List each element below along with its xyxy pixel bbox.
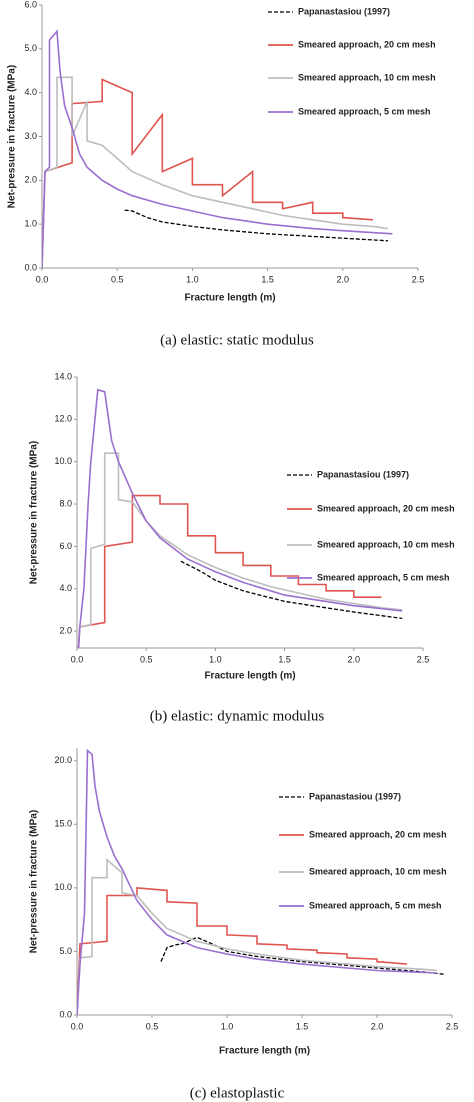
x-tick-label: 1.0 xyxy=(186,274,199,284)
x-tick-label: 0.0 xyxy=(36,274,49,284)
x-axis-title: Fracture length (m) xyxy=(184,293,275,304)
legend-label: Papanastasiou (1997) xyxy=(317,469,409,479)
legend-label: Papanastasiou (1997) xyxy=(309,791,401,801)
x-tick-label: 0.5 xyxy=(146,1021,159,1031)
x-tick-label: 1.0 xyxy=(221,1021,234,1031)
y-tick-label: 1.0 xyxy=(24,219,37,229)
x-tick-label: 2.5 xyxy=(412,274,425,284)
y-axis-title: Net-pressure in fracture (MPa) xyxy=(7,65,18,208)
y-tick-label: 5.0 xyxy=(24,43,37,53)
y-tick-label: 15.0 xyxy=(54,819,72,829)
y-tick-label: 10.0 xyxy=(54,882,72,892)
series-line xyxy=(77,452,403,648)
series-line xyxy=(77,858,438,1015)
legend-label: Smeared approach, 10 cm mesh xyxy=(317,539,455,549)
y-tick-label: 20.0 xyxy=(54,755,72,765)
series-line xyxy=(42,78,373,268)
y-tick-label: 4.0 xyxy=(24,87,37,97)
chart: 2.0 4.0 6.0 8.0 10.0 12.0 14.0 0.0 0.5 1.0 1.5 2.0 2… xyxy=(29,371,455,724)
y-tick-label: 5.0 xyxy=(59,946,72,956)
y-axis-title: Net-pressure in fracture (MPa) xyxy=(29,810,40,953)
series-line xyxy=(42,76,389,268)
series-line xyxy=(124,209,388,242)
caption: (a) elastic: static modulus xyxy=(160,332,314,348)
x-tick-label: 0.5 xyxy=(140,654,153,664)
series-line xyxy=(77,748,438,1015)
chart: 0.0 1.0 2.0 3.0 4.0 5.0 6.0 0.0 0.5 1.0 1.5 2.0 2.5 F… xyxy=(7,0,436,348)
y-tick-label: 2.0 xyxy=(59,625,72,635)
y-tick-label: 6.0 xyxy=(24,0,37,9)
legend-label: Smeared approach, 5 cm mesh xyxy=(317,572,450,582)
y-tick-label: 14.0 xyxy=(54,371,72,381)
y-tick-label: 0.0 xyxy=(24,262,37,272)
series-line xyxy=(180,560,403,620)
y-axis-title: Net-pressure in fracture (MPa) xyxy=(29,441,40,584)
y-tick-label: 4.0 xyxy=(59,583,72,593)
x-tick-label: 2.0 xyxy=(371,1021,384,1031)
series-line xyxy=(42,29,393,268)
legend-label: Smeared approach, 20 cm mesh xyxy=(309,829,447,839)
x-tick-label: 2.0 xyxy=(337,274,350,284)
legend-label: Smeared approach, 5 cm mesh xyxy=(309,900,442,910)
y-tick-label: 2.0 xyxy=(24,175,37,185)
legend-label: Smeared approach, 5 cm mesh xyxy=(298,106,431,116)
y-tick-label: 8.0 xyxy=(59,498,72,508)
x-axis-title: Fracture length (m) xyxy=(204,671,295,682)
legend-label: Smeared approach, 20 cm mesh xyxy=(317,503,455,513)
x-tick-label: 1.5 xyxy=(296,1021,309,1031)
legend-label: Smeared approach, 10 cm mesh xyxy=(309,866,447,876)
y-tick-label: 10.0 xyxy=(54,456,72,466)
legend-label: Smeared approach, 10 cm mesh xyxy=(298,72,436,82)
x-tick-label: 0.5 xyxy=(111,274,124,284)
x-axis-title: Fracture length (m) xyxy=(219,1046,310,1057)
series-line xyxy=(77,388,403,648)
caption: (c) elastoplastic xyxy=(190,1085,285,1101)
y-tick-label: 12.0 xyxy=(54,414,72,424)
legend-label: Smeared approach, 20 cm mesh xyxy=(298,39,436,49)
x-tick-label: 1.5 xyxy=(278,654,291,664)
x-tick-label: 1.5 xyxy=(261,274,274,284)
x-tick-label: 0.0 xyxy=(71,654,84,664)
y-tick-label: 6.0 xyxy=(59,541,72,551)
y-tick-label: 0.0 xyxy=(59,1009,72,1019)
x-tick-label: 0.0 xyxy=(71,1021,84,1031)
series-line xyxy=(77,494,382,648)
x-tick-label: 2.5 xyxy=(446,1021,459,1031)
legend-label: Papanastasiou (1997) xyxy=(298,6,390,16)
series-line xyxy=(77,887,408,1015)
chart: 0.0 5.0 10.0 15.0 20.0 0.0 0.5 1.0 1.5 2.0 2.5 Frac… xyxy=(29,748,459,1101)
y-tick-label: 3.0 xyxy=(24,131,37,141)
x-tick-label: 2.5 xyxy=(417,654,430,664)
caption: (b) elastic: dynamic modulus xyxy=(150,708,325,724)
x-tick-label: 1.0 xyxy=(209,654,222,664)
x-tick-label: 2.0 xyxy=(348,654,361,664)
series-line xyxy=(160,936,445,975)
